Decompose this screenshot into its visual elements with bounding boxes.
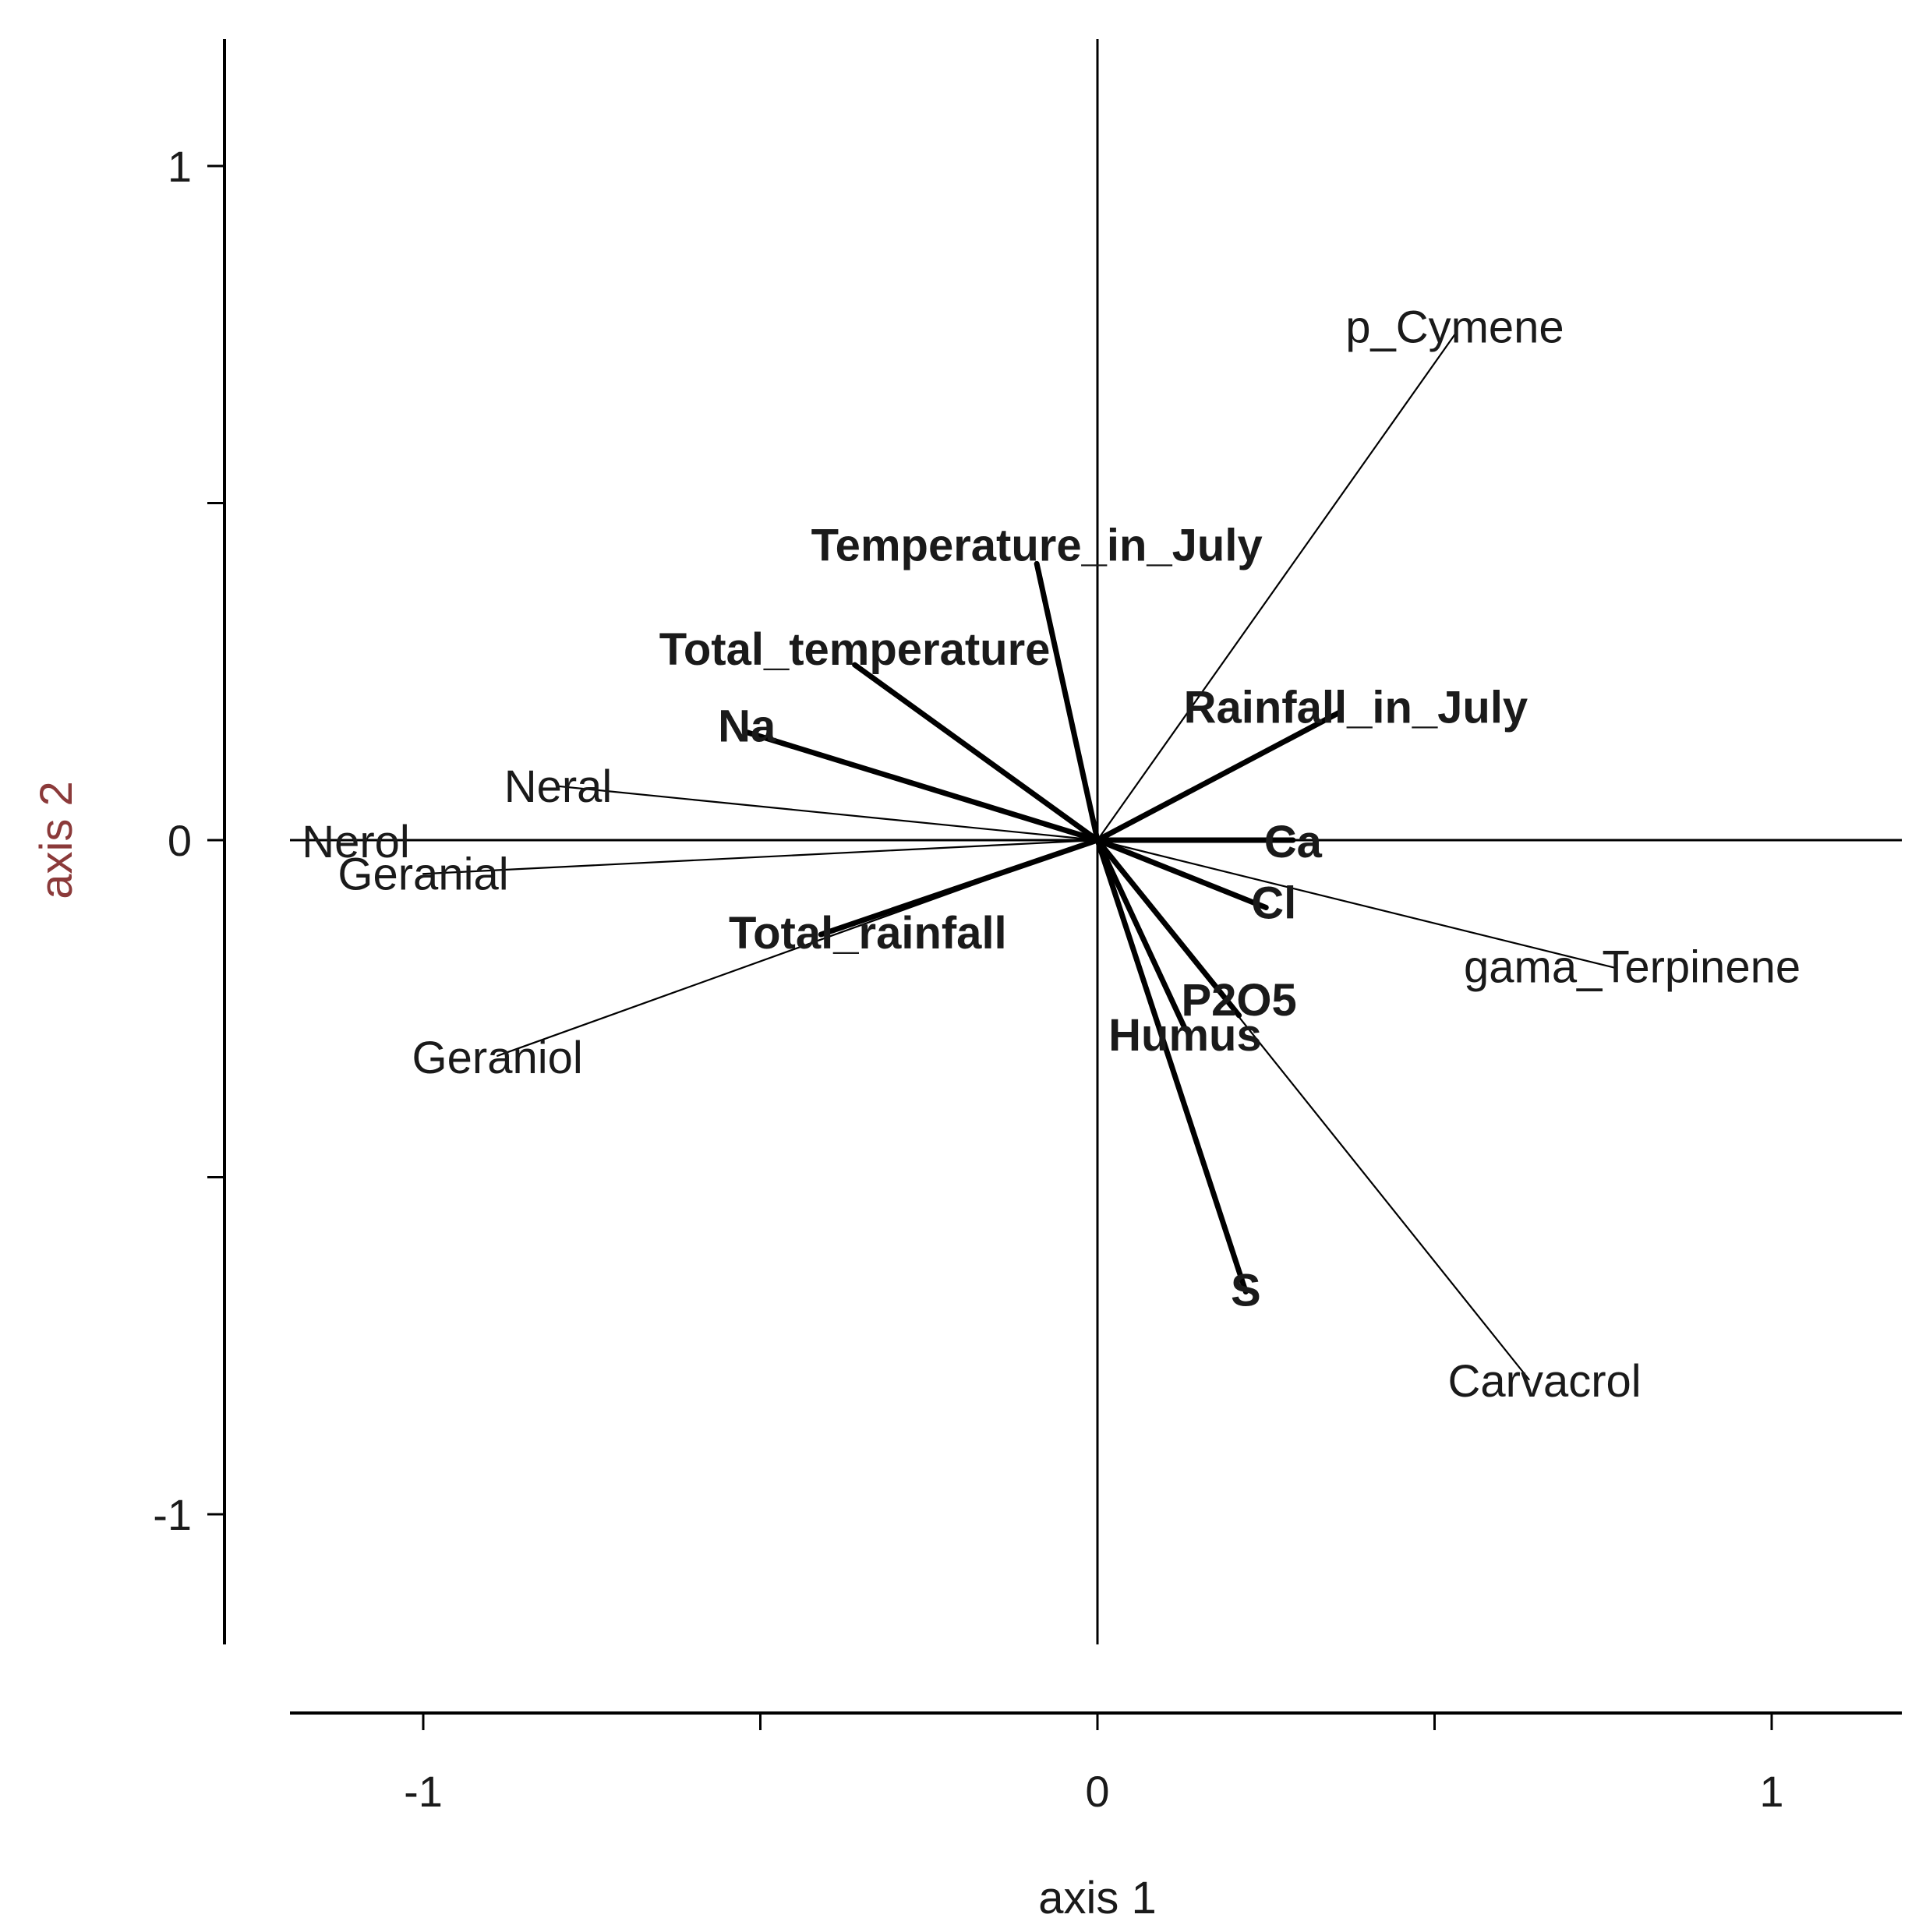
label-total-temperature: Total_temperature <box>659 624 1051 675</box>
vector-geranial <box>422 839 1099 875</box>
vector-carvacrol <box>1096 839 1530 1381</box>
label-rainfall-in-july: Rainfall_in_July <box>1184 683 1528 733</box>
label-geranial: Geranial <box>337 849 508 899</box>
label-total-rainfall: Total_rainfall <box>729 908 1007 959</box>
y-tick-label: 0 <box>168 816 192 865</box>
label-ca: Ca <box>1264 817 1323 867</box>
label-p-cymene: p_Cymene <box>1345 302 1564 352</box>
vector-geraniol <box>497 839 1099 1057</box>
vector-total-temperature <box>852 662 1101 843</box>
vector-cl <box>1094 837 1269 910</box>
vector-neral <box>557 785 1099 842</box>
label-cl: Cl <box>1251 878 1296 929</box>
label-nerol: Nerol <box>302 817 410 867</box>
x-tick-label: 0 <box>1085 1767 1109 1816</box>
label-carvacrol: Carvacrol <box>1448 1356 1642 1407</box>
vector-s <box>1094 837 1249 1295</box>
x-tick-label: 1 <box>1759 1767 1783 1816</box>
vector-humus <box>1094 837 1188 1032</box>
x-tick-label: -1 <box>404 1767 443 1816</box>
vector-p-cymene <box>1096 334 1456 842</box>
variable-vectors <box>355 334 1618 1381</box>
label-gama-terpinene: gama_Terpinene <box>1464 941 1801 992</box>
vector-temperature-in-july <box>1034 560 1101 843</box>
label-humus: Humus <box>1108 1010 1262 1061</box>
label-geraniol: Geraniol <box>412 1033 583 1083</box>
vector-na <box>744 729 1101 843</box>
label-neral: Neral <box>504 761 613 812</box>
tick-marks: -1 0 1 -1 0 1 <box>153 142 1783 1816</box>
label-temperature-in-july: Temperature_in_July <box>811 520 1263 570</box>
variable-labels: Temperature_in_July Total_temperature Na Ra… <box>302 302 1801 1407</box>
label-p2o5: P2O5 <box>1181 975 1296 1026</box>
x-axis-title: axis 1 <box>1038 1873 1157 1923</box>
label-s: S <box>1231 1266 1261 1316</box>
label-na: Na <box>718 701 776 752</box>
vector-gama-terpinene <box>1096 839 1618 970</box>
y-tick-label: 1 <box>168 142 192 191</box>
vector-rainfall-in-july <box>1094 709 1343 843</box>
y-tick-label: -1 <box>153 1490 192 1539</box>
y-axis-title: axis 2 <box>31 781 82 899</box>
